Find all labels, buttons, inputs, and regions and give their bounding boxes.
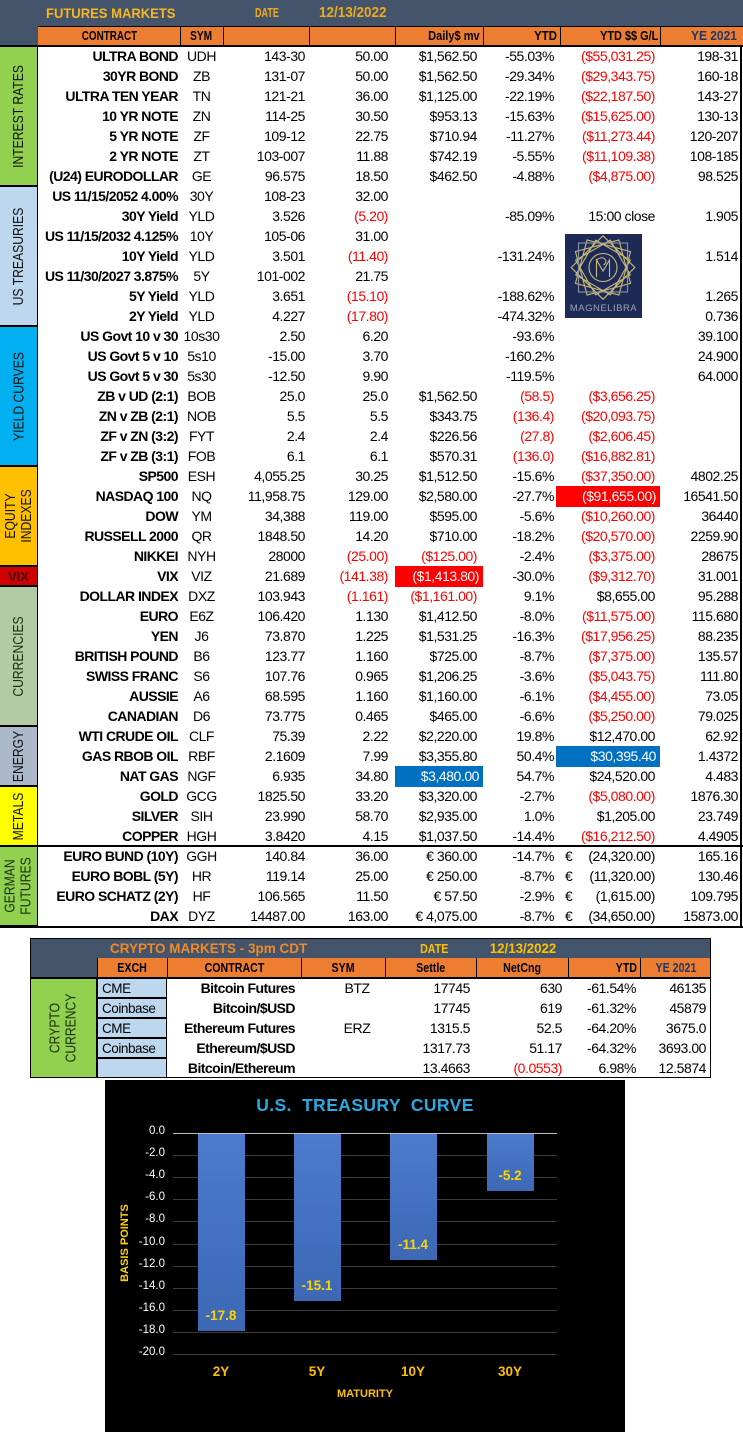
svg-text:MAGNELIBRA: MAGNELIBRA: [570, 303, 637, 314]
